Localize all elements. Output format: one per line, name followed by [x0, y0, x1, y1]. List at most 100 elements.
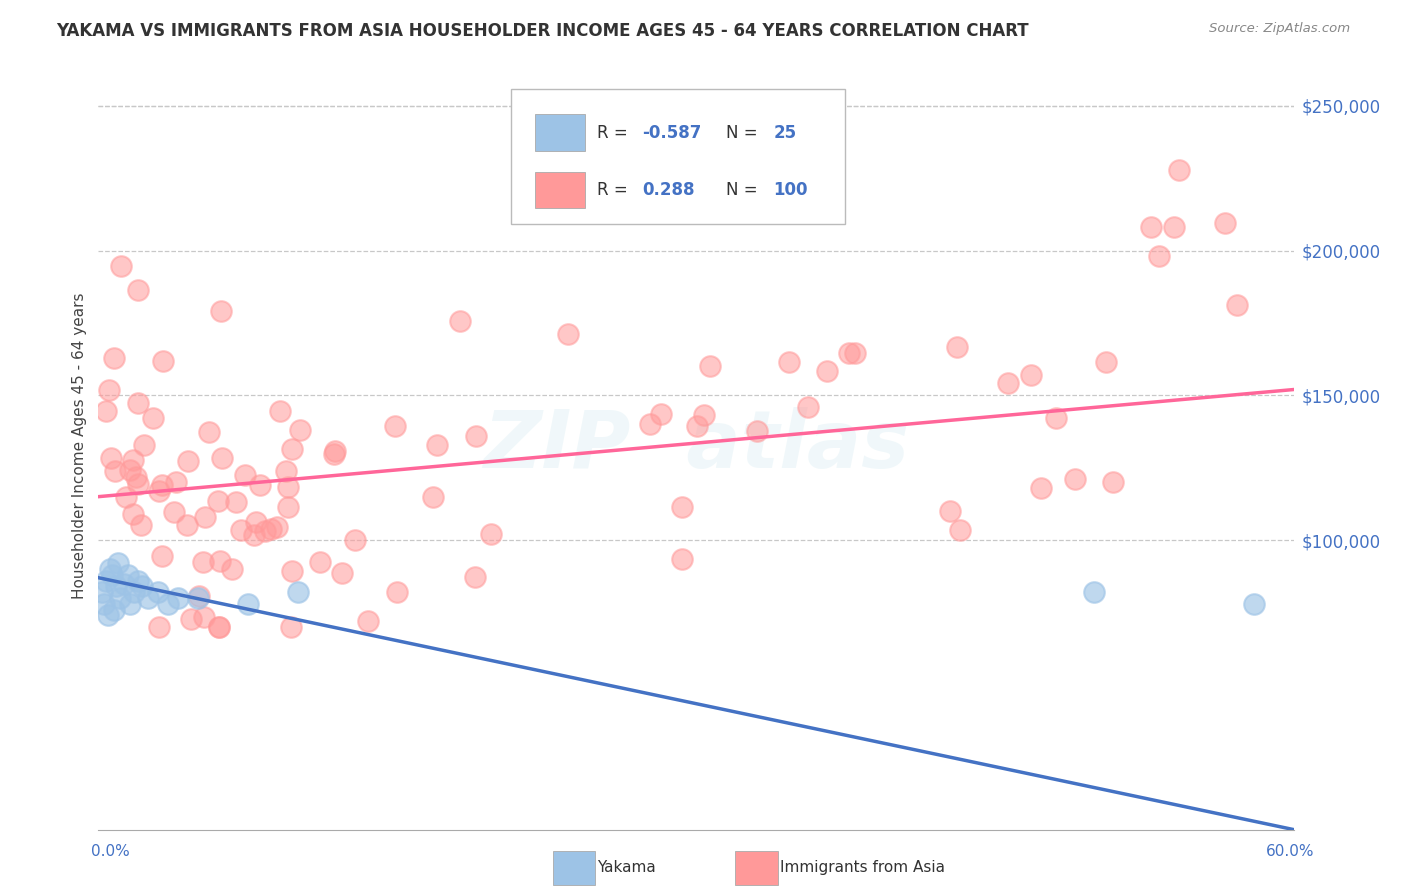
Point [242, 528, 264, 542]
Point [150, 549, 173, 563]
Point [121, 507, 143, 521]
Point [269, 403, 291, 417]
Point [245, 515, 267, 529]
Point [93, 597, 115, 611]
Point [131, 579, 153, 593]
Point [207, 494, 229, 508]
Point [152, 354, 174, 368]
FancyBboxPatch shape [534, 114, 585, 151]
Text: 0.288: 0.288 [643, 181, 695, 199]
Point [344, 533, 367, 547]
Text: 100: 100 [773, 181, 808, 199]
Point [105, 579, 128, 593]
Point [208, 554, 231, 568]
Point [638, 417, 661, 431]
Point [127, 283, 149, 297]
Point [209, 304, 232, 318]
FancyBboxPatch shape [534, 171, 585, 208]
Point [117, 567, 139, 582]
Point [187, 591, 209, 605]
Point [191, 555, 214, 569]
Point [686, 418, 709, 433]
Point [838, 345, 860, 359]
Text: Source: ZipAtlas.com: Source: ZipAtlas.com [1209, 22, 1350, 36]
Point [797, 401, 820, 415]
Point [110, 591, 132, 605]
Point [100, 451, 122, 466]
Point [236, 597, 259, 611]
Point [1147, 249, 1170, 263]
Point [96, 574, 118, 588]
Point [163, 505, 186, 519]
Point [1019, 368, 1042, 382]
Point [1102, 475, 1125, 489]
Point [136, 591, 159, 605]
Point [1163, 220, 1185, 235]
Point [193, 610, 215, 624]
Y-axis label: Householder Income Ages 45 - 64 years: Householder Income Ages 45 - 64 years [72, 293, 87, 599]
Point [357, 615, 380, 629]
Point [464, 570, 486, 584]
Point [110, 260, 132, 274]
Point [1064, 472, 1087, 486]
Point [127, 396, 149, 410]
Point [96, 404, 118, 418]
Point [287, 585, 309, 599]
Point [1095, 355, 1118, 369]
Point [266, 520, 288, 534]
Text: 25: 25 [773, 124, 797, 142]
Point [150, 478, 173, 492]
Point [323, 447, 346, 461]
Point [260, 522, 283, 536]
Point [385, 585, 408, 599]
Point [148, 585, 170, 599]
Point [148, 483, 170, 498]
Point [778, 355, 800, 369]
Text: ZIP  atlas: ZIP atlas [482, 407, 910, 485]
Point [229, 524, 252, 538]
Point [277, 480, 299, 494]
Point [253, 524, 276, 538]
Point [699, 359, 721, 374]
Point [479, 527, 502, 541]
Point [107, 556, 129, 570]
Point [280, 442, 302, 456]
Point [125, 470, 148, 484]
Point [121, 453, 143, 467]
Point [280, 564, 302, 578]
Point [465, 428, 488, 442]
Point [103, 351, 125, 366]
Point [949, 523, 972, 537]
Point [1226, 298, 1249, 312]
Point [101, 567, 124, 582]
Point [650, 407, 672, 421]
Point [225, 495, 247, 509]
Point [1215, 216, 1237, 230]
Point [277, 500, 299, 515]
Point [323, 444, 346, 458]
Text: N =: N = [725, 181, 762, 199]
Point [1031, 481, 1053, 495]
Point [557, 326, 579, 341]
Point [198, 425, 221, 440]
Point [165, 475, 187, 489]
FancyBboxPatch shape [510, 89, 845, 224]
Point [671, 552, 693, 566]
Point [157, 597, 180, 611]
Text: N =: N = [725, 124, 762, 142]
Point [142, 411, 165, 425]
Point [997, 376, 1019, 391]
Point [1045, 411, 1067, 425]
Point [127, 574, 149, 588]
Point [274, 464, 297, 478]
Point [1139, 219, 1161, 234]
Point [98, 562, 122, 576]
Point [844, 345, 866, 359]
Point [221, 562, 243, 576]
Point [104, 464, 127, 478]
Point [167, 591, 190, 605]
Point [815, 363, 838, 377]
Point [939, 503, 962, 517]
Text: 60.0%: 60.0% [1267, 845, 1315, 859]
Point [671, 500, 693, 515]
